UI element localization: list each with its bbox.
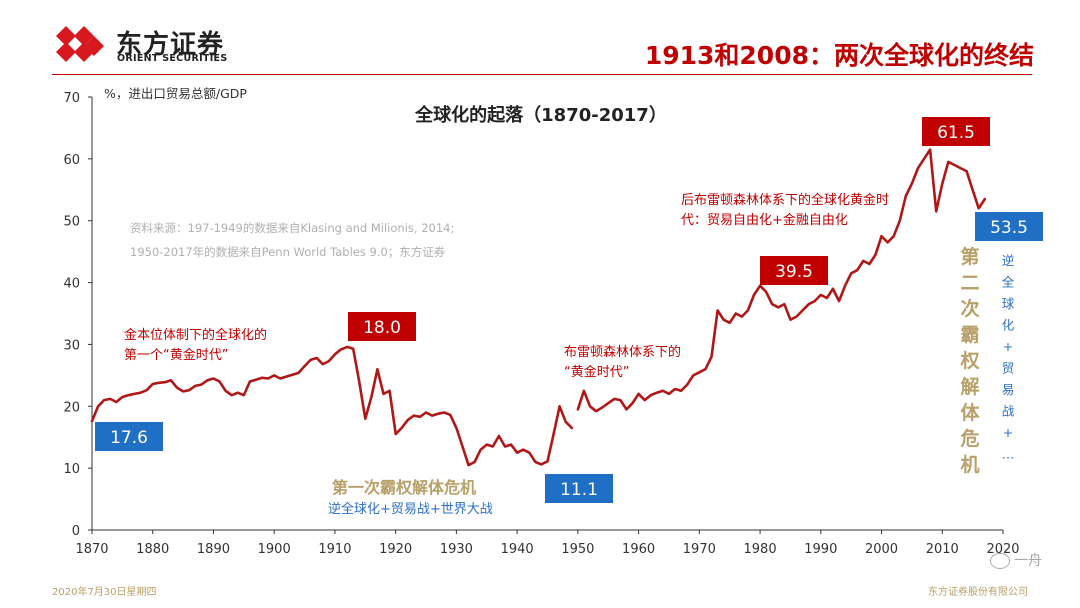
value-label: 18.0 [363, 318, 401, 338]
x-tick-label: 1980 [744, 542, 777, 557]
x-tick-label: 1950 [561, 542, 594, 557]
y-tick-label: 70 [63, 91, 80, 106]
series-line [576, 148, 987, 413]
annotation-line: 逆全球化+贸易战+世界大战 [328, 501, 493, 517]
annotation-line: 第一个“黄金时代” [124, 347, 228, 363]
value-label-box [95, 422, 163, 451]
value-label-box [760, 256, 828, 285]
brand-name-cn: 东方证券 [116, 30, 225, 60]
x-tick-label: 2010 [926, 542, 959, 557]
footer-company: 东方证券股份有限公司 [928, 587, 1028, 598]
x-tick-label: 1930 [440, 542, 473, 557]
x-tick-label: 1910 [318, 542, 351, 557]
brand-name-en: ORIENT SECURITIES [117, 53, 228, 64]
annotation-line: “黄金时代” [564, 364, 629, 380]
x-tick-label: 1960 [622, 542, 655, 557]
vertical-annotation: 第二次霸权解体危机 [959, 245, 980, 476]
y-tick-label: 40 [63, 277, 80, 292]
y-axis-label: %，进出口贸易总额/GDP [104, 86, 247, 101]
annotation-line: 后布雷顿森林体系下的全球化黄金时 [681, 192, 889, 208]
value-label: 53.5 [990, 218, 1028, 238]
x-tick-label: 1940 [501, 542, 534, 557]
x-tick-label: 1920 [379, 542, 412, 557]
x-tick-label: 1900 [258, 542, 291, 557]
value-label-box [348, 312, 416, 341]
y-tick-label: 60 [63, 153, 80, 168]
y-tick-label: 10 [63, 462, 80, 477]
chart-title: 全球化的起落（1870-2017） [414, 104, 667, 126]
y-tick-label: 0 [72, 524, 80, 539]
footer-date: 2020年7月30日星期四 [52, 587, 157, 598]
series-line [90, 345, 574, 467]
orient-securities-logo-icon [56, 26, 104, 62]
annotation-line: 第一次霸权解体危机 [332, 478, 476, 497]
source-note-line: 1950-2017年的数据来自Penn World Tables 9.0；东方证… [130, 245, 446, 259]
value-label: 61.5 [937, 123, 975, 143]
x-tick-label: 1870 [75, 542, 108, 557]
annotation-line: 布雷顿森林体系下的 [564, 344, 681, 360]
value-label-box [545, 474, 613, 503]
x-tick-label: 1890 [197, 542, 230, 557]
vertical-annotation: 逆全球化+贸易战+… [1002, 253, 1015, 462]
y-tick-label: 30 [63, 338, 80, 353]
value-label: 11.1 [560, 480, 598, 500]
value-label-box [922, 117, 990, 146]
value-label: 17.6 [110, 428, 148, 448]
value-label-box [975, 212, 1043, 241]
value-label: 39.5 [775, 262, 813, 282]
y-tick-label: 50 [63, 215, 80, 230]
watermark-text: 一舟 [1014, 553, 1042, 569]
annotation-line: 金本位体制下的全球化的 [124, 327, 267, 343]
source-note-line: 资料来源：197-1949的数据来自Klasing and Milionis, … [130, 221, 454, 235]
y-tick-label: 20 [63, 400, 80, 415]
wechat-watermark: 一舟 [990, 550, 1042, 570]
header-divider [52, 74, 1032, 75]
annotation-line: 代：贸易自由化+金融自由化 [681, 212, 848, 228]
wechat-icon [990, 553, 1010, 569]
x-tick-label: 1880 [136, 542, 169, 557]
x-tick-label: 2000 [865, 542, 898, 557]
x-tick-label: 1970 [683, 542, 716, 557]
slide-title: 1913和2008：两次全球化的终结 [644, 41, 1034, 70]
x-tick-label: 1990 [804, 542, 837, 557]
